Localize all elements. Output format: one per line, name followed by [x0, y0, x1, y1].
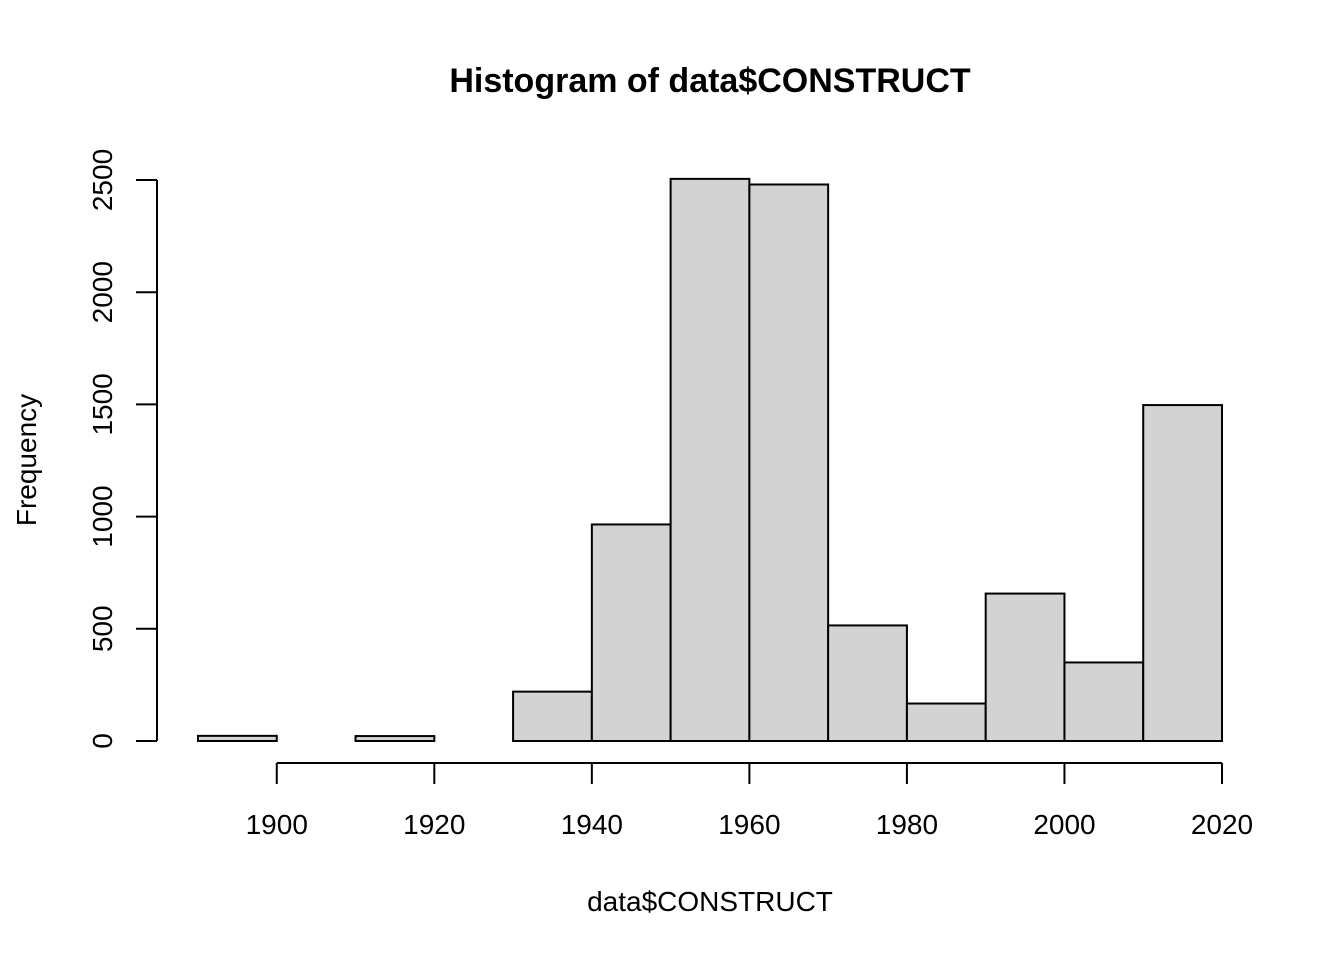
x-axis: 1900 1920 1940 1960 1980 2000 2020 — [246, 762, 1253, 840]
y-tick-label-2500: 2500 — [87, 149, 118, 211]
y-tick-label-1000: 1000 — [87, 485, 118, 547]
x-tick-label-2020: 2020 — [1191, 809, 1253, 840]
histogram-bar-1950-1960 — [669, 177, 751, 743]
histogram-bar-1940-1950 — [590, 523, 672, 742]
y-tick-label-0: 0 — [87, 733, 118, 749]
y-tick-label-500: 500 — [87, 605, 118, 652]
y-tick-label-1500: 1500 — [87, 373, 118, 435]
histogram-bar-1930-1940 — [512, 690, 593, 743]
x-axis-label: data$CONSTRUCT — [587, 886, 833, 917]
x-tick-label-2000: 2000 — [1033, 809, 1095, 840]
histogram-bar-1980-1990 — [905, 702, 987, 743]
x-tick-label-1900: 1900 — [246, 809, 308, 840]
x-tick-label-1960: 1960 — [718, 809, 780, 840]
histogram-bar-1970-1980 — [827, 624, 908, 743]
y-axis-label: Frequency — [11, 394, 42, 526]
histogram-bar-1960-1970 — [748, 183, 830, 743]
x-tick-label-1940: 1940 — [561, 809, 623, 840]
x-tick-label-1920: 1920 — [403, 809, 465, 840]
chart-title: Histogram of data$CONSTRUCT — [449, 62, 971, 100]
histogram-bar-1990-2000 — [984, 592, 1066, 743]
y-axis: 0 500 1000 1500 2000 2500 — [87, 149, 158, 749]
histogram-bar-1890-1900 — [197, 734, 278, 743]
histogram-bar-2000-2010 — [1063, 661, 1145, 743]
histogram-bar-1910-1920 — [354, 735, 436, 742]
histogram-bar-2010-2020 — [1142, 404, 1223, 742]
histogram-bars — [197, 177, 1223, 743]
y-tick-label-2000: 2000 — [87, 261, 118, 323]
x-tick-label-1980: 1980 — [876, 809, 938, 840]
